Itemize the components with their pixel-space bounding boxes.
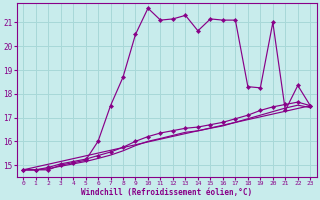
X-axis label: Windchill (Refroidissement éolien,°C): Windchill (Refroidissement éolien,°C) bbox=[81, 188, 252, 197]
